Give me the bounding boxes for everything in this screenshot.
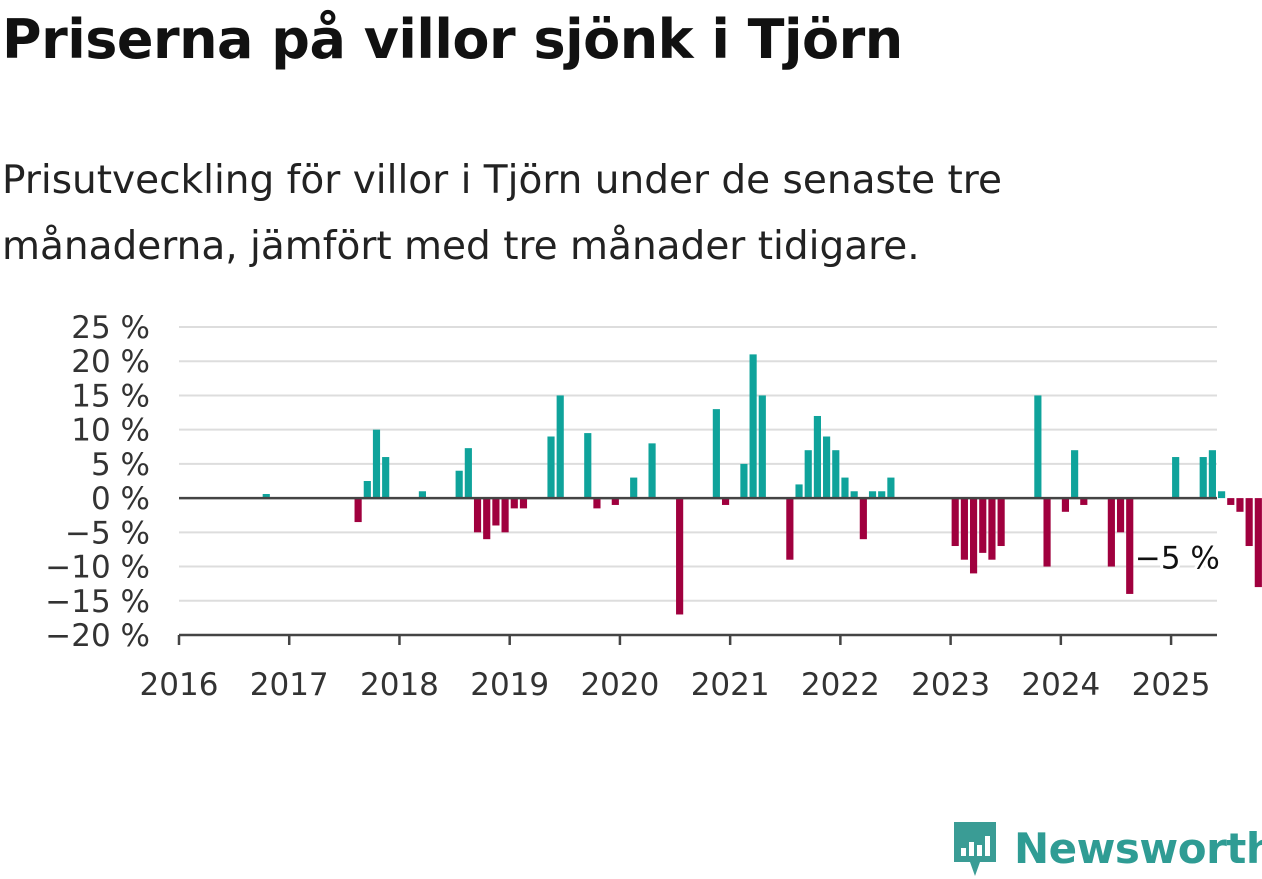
bar (483, 498, 491, 540)
bar (519, 498, 528, 509)
bar (1172, 457, 1180, 499)
x-tick-label: 2018 (360, 667, 439, 703)
bar (1043, 498, 1051, 567)
bar (1126, 498, 1134, 594)
bar (749, 354, 757, 499)
y-tick-label: −5 % (65, 515, 150, 551)
bar (1245, 498, 1253, 547)
bar (1254, 498, 1262, 588)
y-tick-label: −15 % (45, 584, 150, 620)
bar (1061, 498, 1070, 512)
bar (630, 477, 638, 499)
bar (382, 457, 390, 499)
bar (501, 498, 509, 533)
bar (492, 498, 500, 526)
bar (804, 450, 812, 499)
x-tick-label: 2023 (911, 667, 990, 703)
bar (648, 443, 656, 499)
bar (859, 498, 867, 540)
bar (786, 498, 794, 560)
y-tick-label: 10 % (71, 413, 150, 449)
chart-subtitle: Prisutveckling för villor i Tjörn under … (2, 158, 1002, 269)
x-tick-label: 2019 (470, 667, 549, 703)
bar (960, 498, 968, 560)
y-tick-label: 25 % (71, 310, 150, 346)
bar (988, 498, 996, 560)
bar (1034, 395, 1042, 499)
bar (354, 498, 362, 523)
x-tick-label: 2021 (691, 667, 770, 703)
bar (951, 498, 959, 547)
bar (1227, 498, 1235, 505)
bar (473, 498, 482, 533)
bar (721, 498, 730, 505)
bar (1116, 498, 1125, 533)
bar (363, 481, 371, 499)
bar (547, 436, 555, 499)
chart-title: Priserna på villor sjönk i Tjörn (2, 8, 903, 71)
bar (676, 498, 684, 615)
bar (1218, 491, 1226, 499)
bar (1107, 498, 1115, 567)
x-tick-label: 2024 (1021, 667, 1100, 703)
bar (1199, 457, 1207, 499)
bar (1080, 498, 1088, 505)
y-tick-label: 20 % (71, 344, 150, 380)
bar (1071, 450, 1079, 499)
bar (832, 450, 840, 499)
newsworthy-logo-icon (954, 822, 996, 876)
bar (813, 415, 821, 499)
bar (611, 498, 619, 505)
y-tick-label: 5 % (91, 447, 150, 483)
bar (997, 498, 1005, 547)
bar (262, 494, 270, 499)
bar (758, 395, 766, 499)
bar (823, 436, 831, 499)
bar (878, 491, 886, 499)
bar (969, 498, 978, 574)
bar (464, 448, 472, 499)
x-tick-label: 2020 (580, 667, 659, 703)
y-tick-label: 0 % (91, 481, 150, 517)
bar (850, 491, 858, 499)
bar (887, 477, 895, 499)
bar (455, 470, 463, 499)
bar (510, 498, 518, 509)
bar (868, 491, 877, 499)
annotation-label: −5 % (1135, 541, 1220, 577)
bar (740, 463, 748, 499)
y-tick-label: −10 % (45, 550, 150, 586)
bar (1208, 450, 1216, 499)
bar (841, 477, 849, 499)
x-tick-label: 2025 (1132, 667, 1211, 703)
x-tick-label: 2016 (140, 667, 219, 703)
brand-logo: Newsworthy (950, 818, 1262, 878)
bar (979, 498, 987, 553)
bar (712, 409, 720, 499)
bar (372, 429, 381, 499)
bar (418, 491, 426, 499)
bar (795, 484, 803, 499)
y-tick-label: −20 % (45, 618, 150, 654)
bar (584, 433, 592, 499)
bar (593, 498, 601, 509)
brand-name: Newsworthy (1014, 823, 1262, 873)
bar (556, 395, 564, 499)
bar (1236, 498, 1244, 512)
x-tick-label: 2022 (801, 667, 880, 703)
y-tick-label: 15 % (71, 378, 150, 414)
x-tick-label: 2017 (250, 667, 329, 703)
